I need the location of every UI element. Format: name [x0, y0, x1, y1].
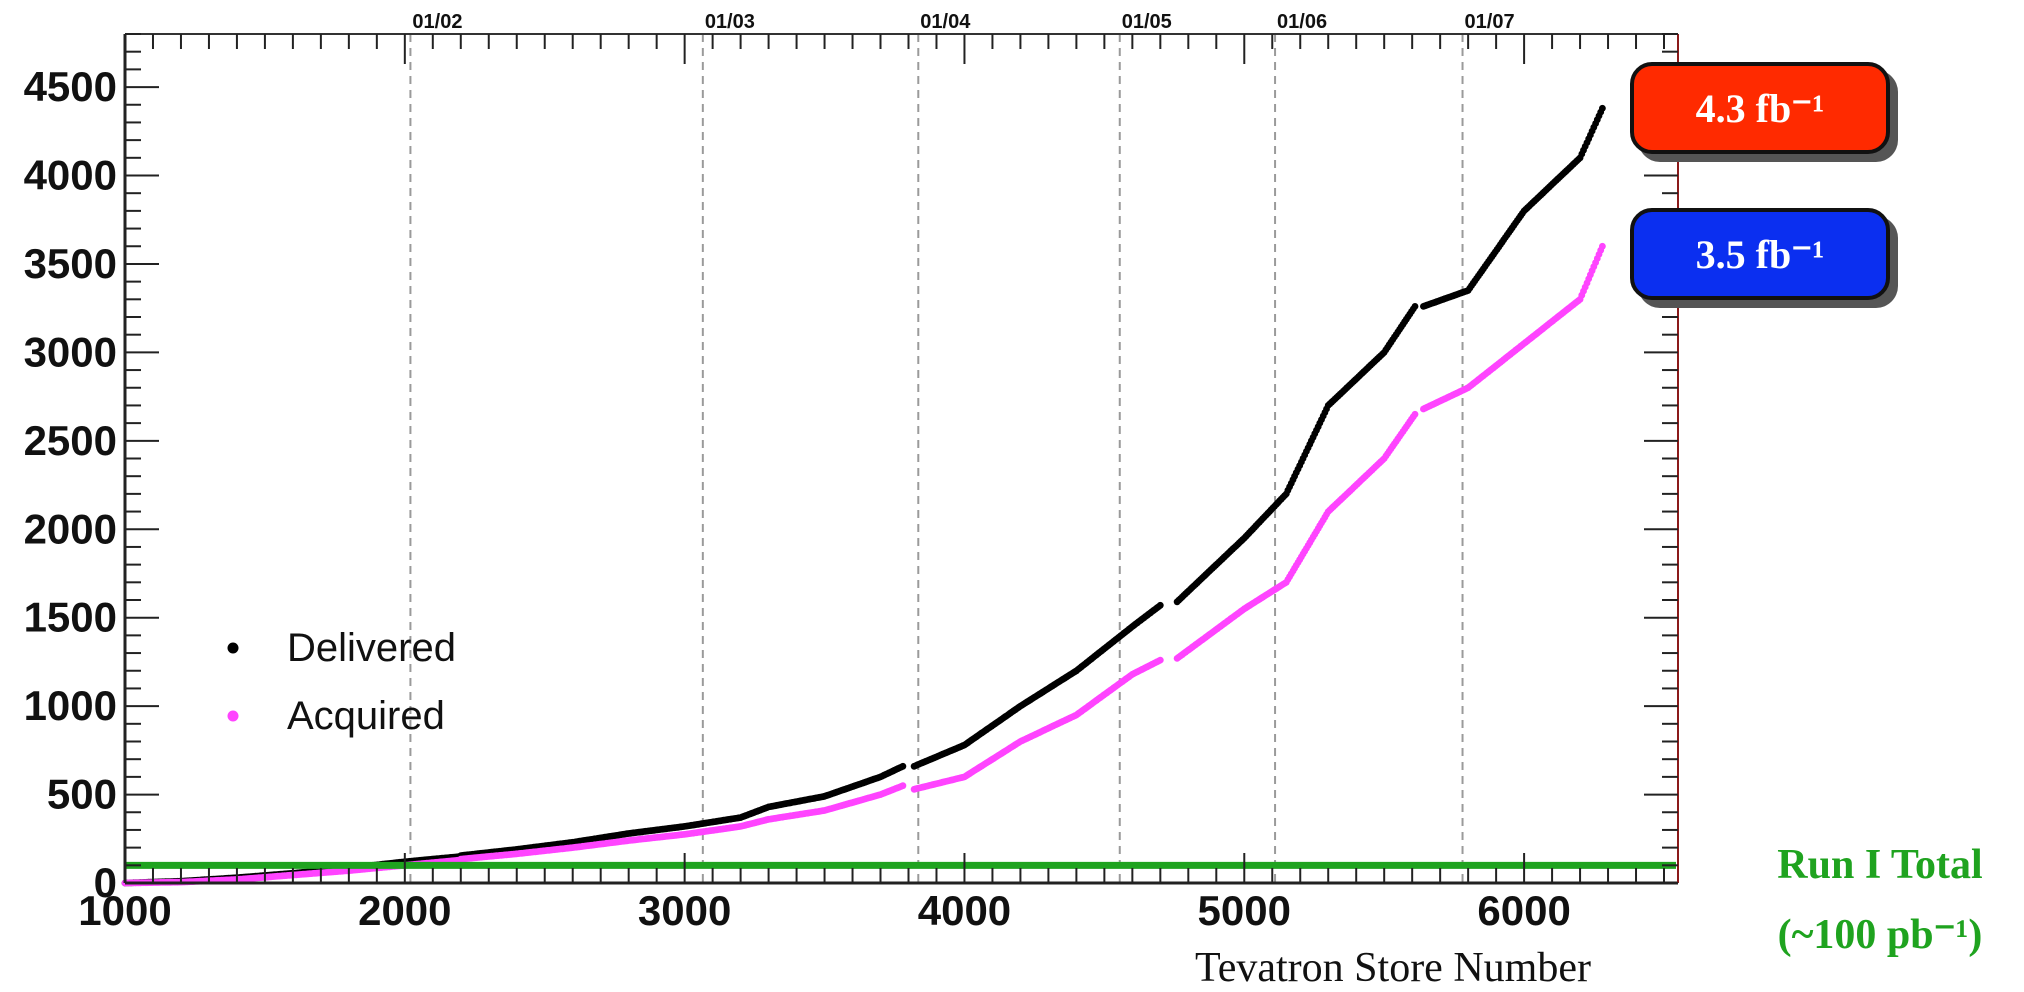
acquired-total-badge: 3.5 fb⁻¹	[1630, 208, 1890, 300]
legend: Delivered Acquired	[227, 626, 456, 738]
data-point	[1411, 303, 1419, 310]
x-tick-label: 3000	[638, 887, 731, 934]
x-tick-label: 6000	[1477, 887, 1570, 934]
series-delivered	[121, 104, 1606, 887]
data-point	[899, 782, 907, 790]
run1-total-label: Run I Total	[1777, 842, 1983, 888]
legend-marker-delivered	[227, 642, 239, 654]
x-axis-title: Tevatron Store Number	[1195, 945, 1591, 991]
series-acquired	[121, 242, 1606, 887]
data-point	[1411, 410, 1419, 418]
y-tick-label: 4000	[24, 152, 117, 199]
run1-total-value: (~100 pb⁻¹)	[1777, 912, 1983, 958]
y-tick-label: 4500	[24, 63, 117, 110]
x-tick-label: 4000	[918, 887, 1011, 934]
legend-label-delivered: Delivered	[287, 626, 456, 670]
y-tick-label: 500	[47, 771, 117, 818]
y-tick-label: 1000	[24, 682, 117, 729]
data-point	[1599, 104, 1606, 112]
data-point	[1156, 656, 1164, 664]
x-tick-label: 5000	[1198, 887, 1291, 934]
y-tick-label: 1500	[24, 594, 117, 641]
y-tick-label: 0	[94, 859, 117, 906]
legend-marker-acquired	[227, 710, 239, 722]
date-marker-label: 01/04	[920, 11, 971, 33]
x-tick-label: 2000	[358, 887, 451, 934]
delivered-total-label: 4.3 fb⁻¹	[1695, 85, 1825, 131]
y-tick-label: 2500	[24, 417, 117, 464]
date-marker-label: 01/03	[705, 11, 755, 33]
data-series	[121, 104, 1606, 887]
data-point	[1599, 242, 1606, 250]
x-tick-label: 1000	[78, 887, 171, 934]
acquired-total-label: 3.5 fb⁻¹	[1695, 231, 1825, 277]
date-marker-label: 01/06	[1277, 11, 1327, 33]
date-marker-label: 01/05	[1122, 11, 1172, 33]
axis-ticks: 0 500 1000 1500 2000 2500 3000 3500 4000 4500 1000…	[24, 33, 1678, 934]
legend-label-acquired: Acquired	[287, 694, 445, 738]
y-tick-label: 3500	[24, 240, 117, 287]
y-tick-label: 3000	[24, 328, 117, 375]
data-point	[1156, 601, 1164, 609]
date-marker-label: 01/07	[1465, 11, 1515, 33]
run1-total-annotation: Run I Total (~100 pb⁻¹)	[1740, 830, 2020, 970]
y-tick-label: 2000	[24, 505, 117, 552]
data-point	[899, 762, 907, 770]
date-marker-label: 01/02	[412, 11, 462, 33]
delivered-total-badge: 4.3 fb⁻¹	[1630, 62, 1890, 154]
plot-frame	[123, 33, 1679, 885]
date-gridlines: 01/02 01/03 01/04 01/05 01/06 01/07	[409, 11, 1515, 883]
